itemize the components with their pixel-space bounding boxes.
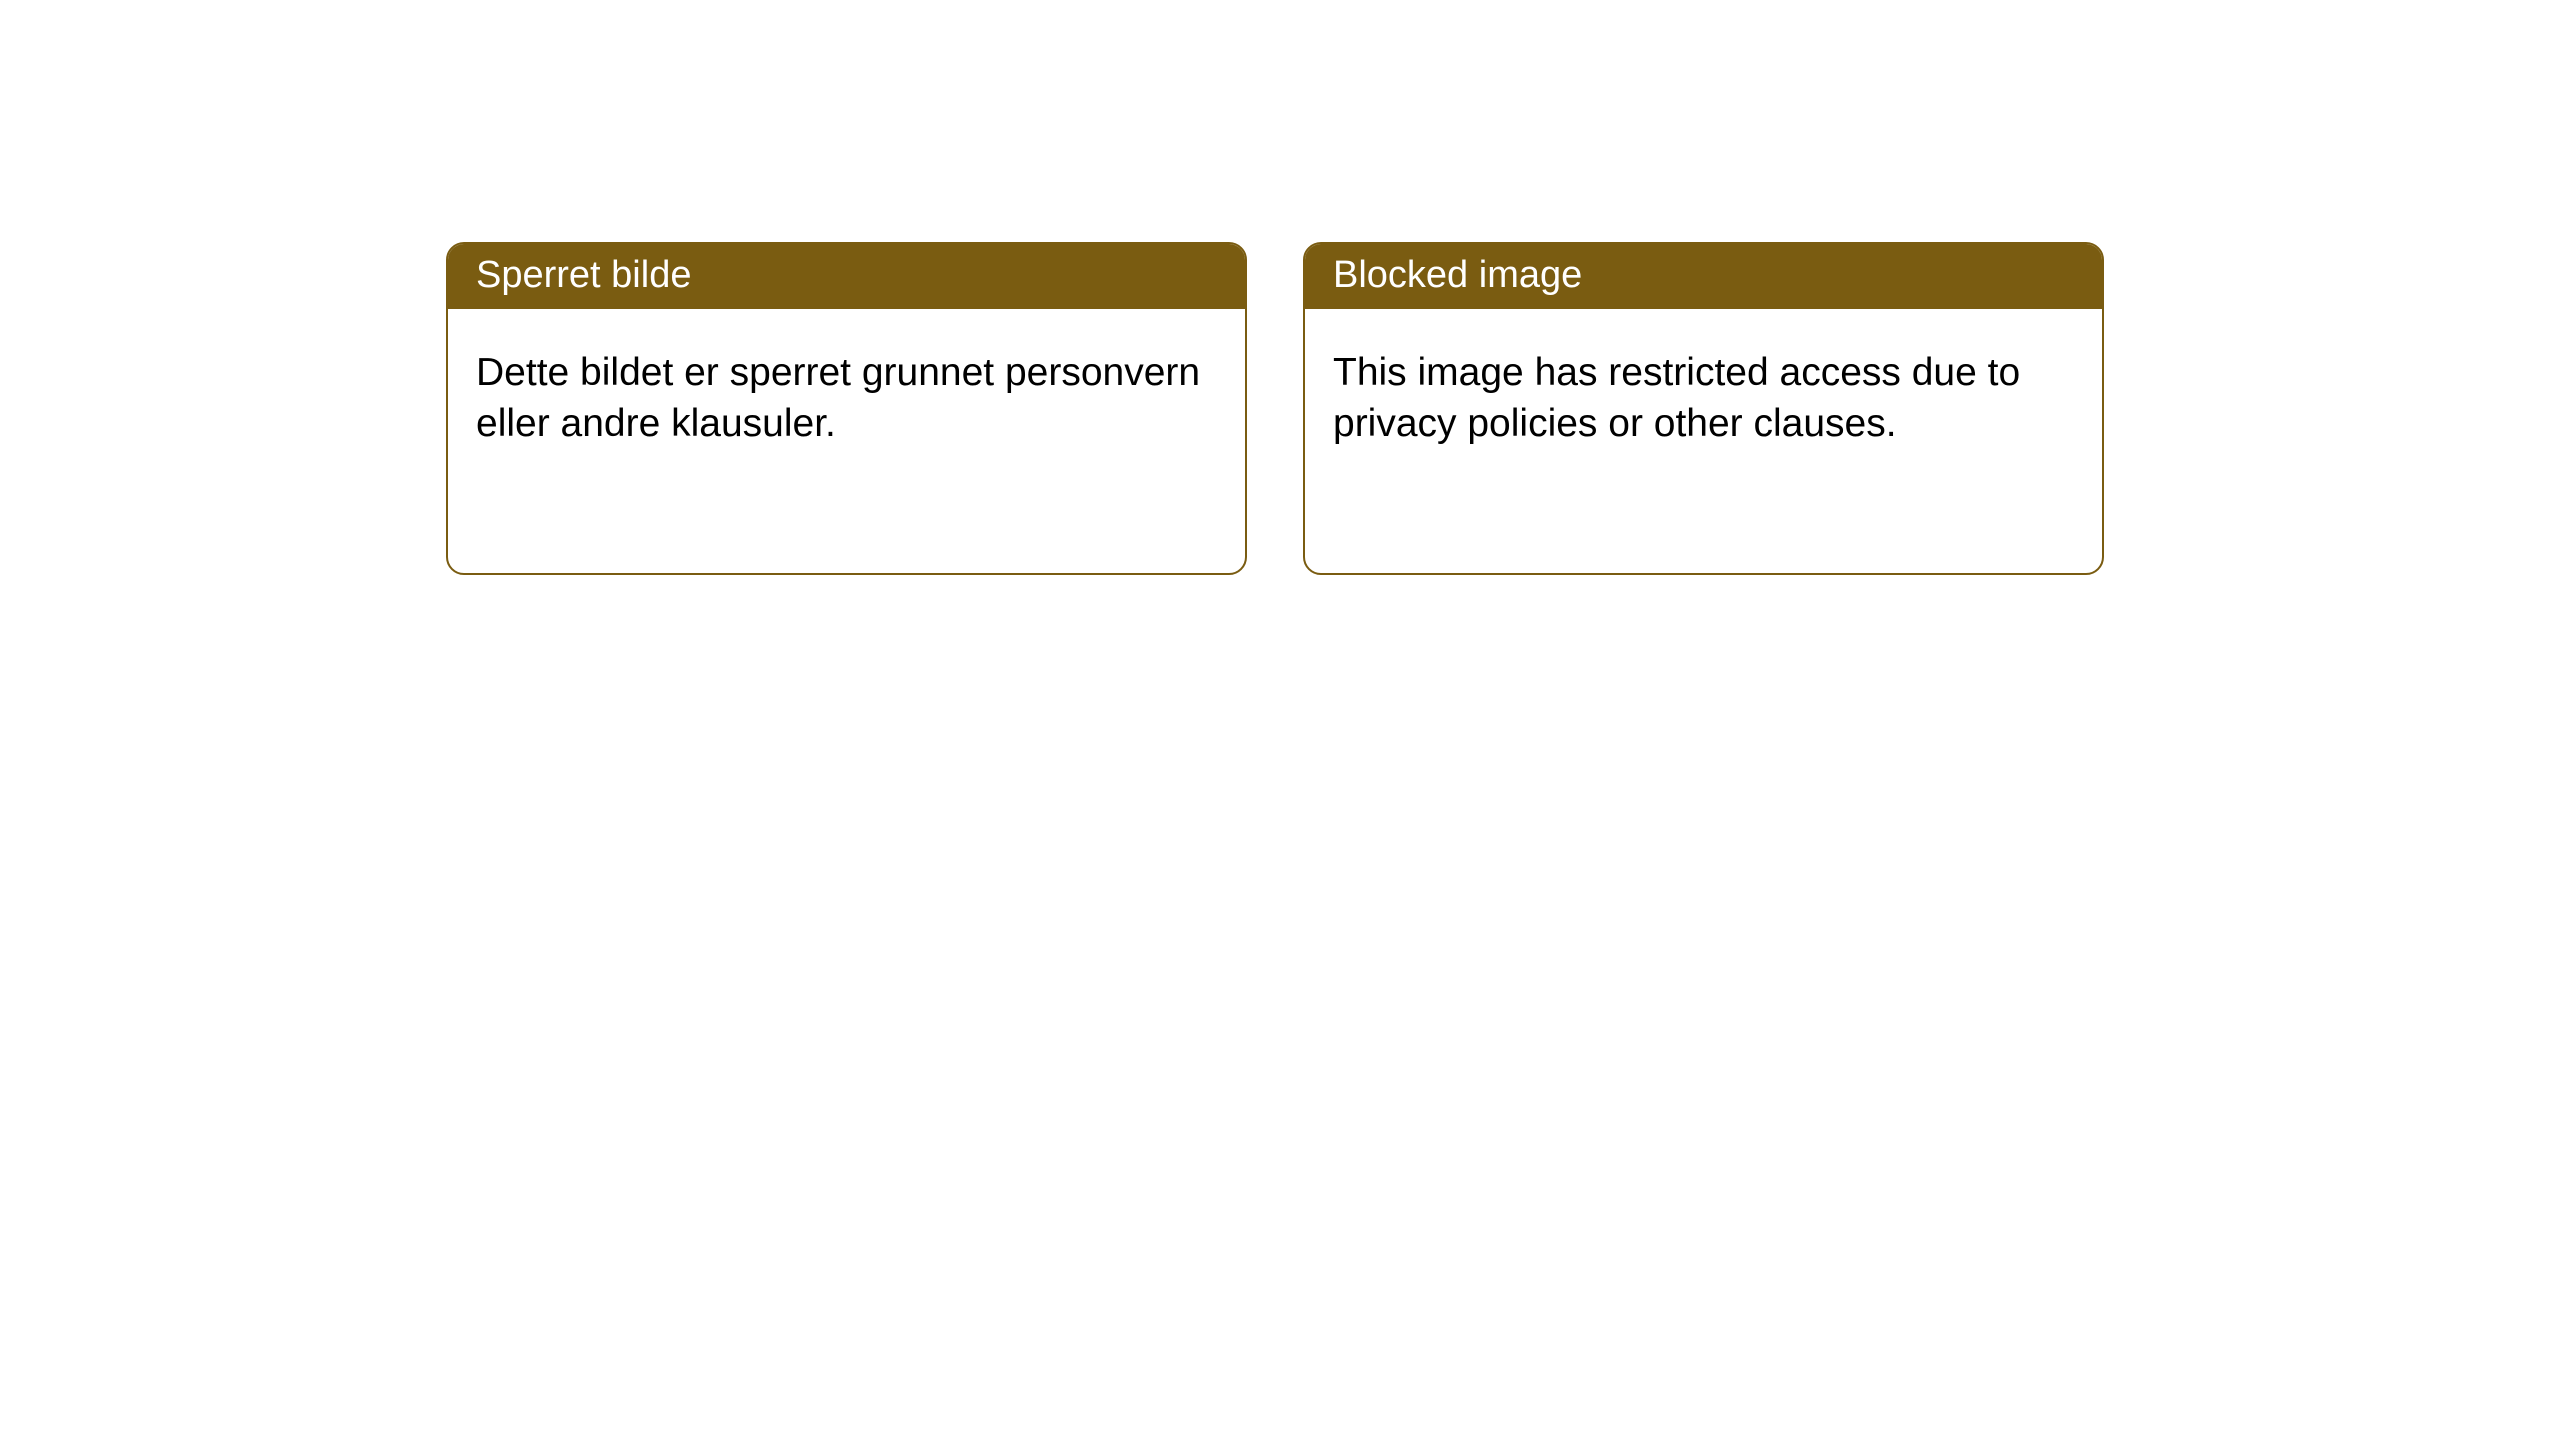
card-header: Sperret bilde <box>448 244 1245 309</box>
card-header: Blocked image <box>1305 244 2102 309</box>
notice-card-norwegian: Sperret bilde Dette bildet er sperret gr… <box>446 242 1247 575</box>
notice-container: Sperret bilde Dette bildet er sperret gr… <box>0 0 2560 575</box>
card-body: Dette bildet er sperret grunnet personve… <box>448 309 1245 488</box>
card-body: This image has restricted access due to … <box>1305 309 2102 488</box>
notice-card-english: Blocked image This image has restricted … <box>1303 242 2104 575</box>
